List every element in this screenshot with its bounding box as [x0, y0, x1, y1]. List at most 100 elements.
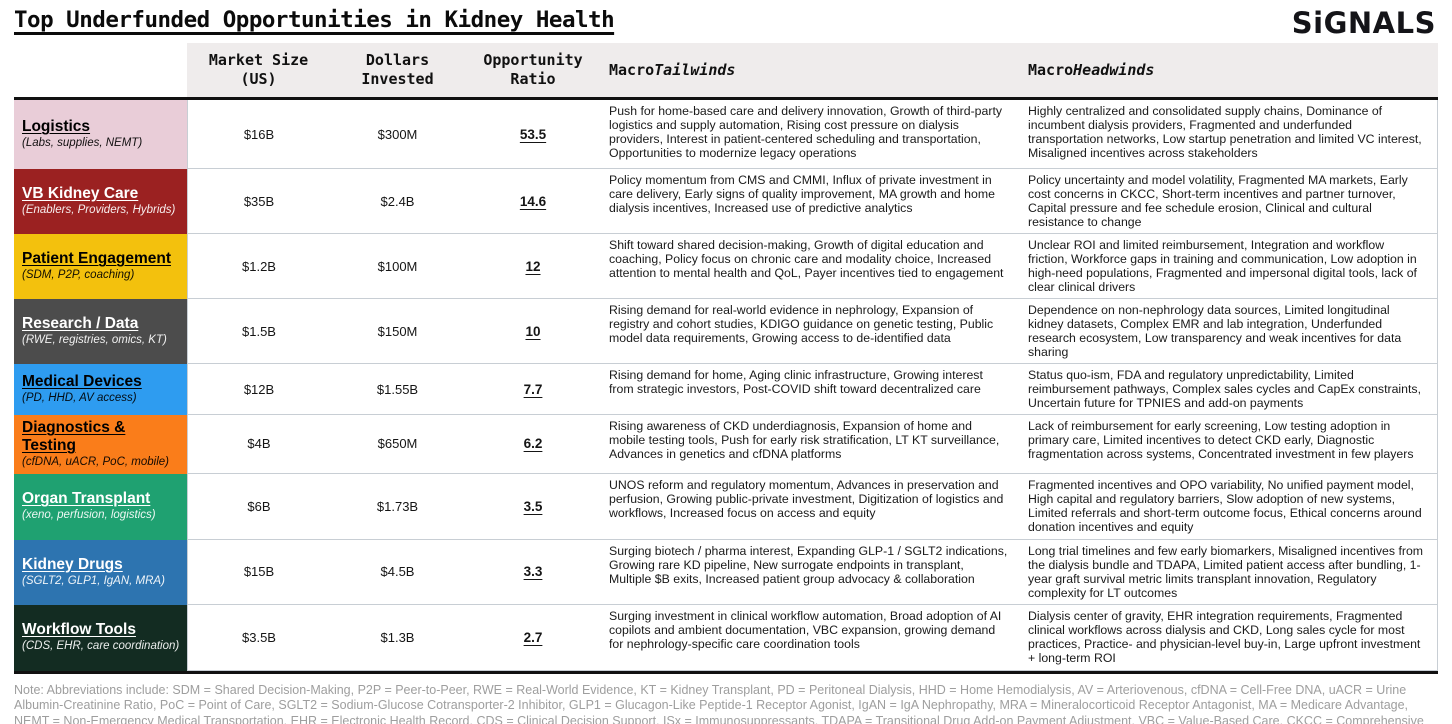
- headwinds-word: Headwinds: [1073, 60, 1155, 79]
- opportunity-ratio-value: 3.5: [523, 498, 543, 514]
- row-category-title: VB Kidney Care: [22, 185, 139, 203]
- tailwinds-cell: Rising demand for real-world evidence in…: [601, 299, 1020, 365]
- header-macro-tailwinds: Macro Tailwinds: [601, 43, 1020, 97]
- header-empty-cell: [14, 43, 187, 97]
- market-size-cell: $12B: [187, 364, 330, 416]
- opportunity-ratio-cell: 6.2: [465, 415, 601, 474]
- row-category-title: Medical Devices: [22, 373, 142, 391]
- opportunity-ratio-value: 10: [525, 323, 541, 339]
- row-category-subtitle: (PD, HHD, AV access): [22, 392, 137, 405]
- dollars-invested-cell: $1.55B: [330, 364, 465, 416]
- row-category-cell: Research / Data (RWE, registries, omics,…: [14, 299, 187, 365]
- opportunity-ratio-value: 2.7: [523, 629, 543, 645]
- tailwinds-cell: UNOS reform and regulatory momentum, Adv…: [601, 474, 1020, 540]
- headwinds-cell: Status quo-ism, FDA and regulatory unpre…: [1020, 364, 1438, 416]
- table-row: Workflow Tools (CDS, EHR, care coordinat…: [14, 604, 1438, 671]
- header-dollars-invested: Dollars Invested: [330, 43, 465, 97]
- headwinds-cell: Fragmented incentives and OPO variabilit…: [1020, 473, 1438, 540]
- market-size-cell: $3.5B: [187, 604, 330, 671]
- opportunity-ratio-cell: 3.3: [465, 540, 601, 605]
- opportunity-ratio-cell: 10: [465, 299, 601, 365]
- tailwinds-cell: Rising awareness of CKD underdiagnosis, …: [601, 415, 1020, 474]
- table-row: Medical Devices (PD, HHD, AV access) $12…: [14, 364, 1438, 416]
- tailwinds-cell: Shift toward shared decision-making, Gro…: [601, 234, 1020, 300]
- market-size-cell: $1.2B: [187, 234, 330, 300]
- title-bar: Top Underfunded Opportunities in Kidney …: [0, 0, 1452, 41]
- row-category-subtitle: (cfDNA, uACR, PoC, mobile): [22, 455, 169, 468]
- tailwinds-cell: Surging investment in clinical workflow …: [601, 605, 1020, 671]
- table-row: Kidney Drugs (SGLT2, GLP1, IgAN, MRA) $1…: [14, 539, 1438, 605]
- header-opportunity-ratio: Opportunity Ratio: [465, 43, 601, 97]
- dollars-invested-cell: $1.73B: [330, 474, 465, 540]
- macro-prefix: Macro: [609, 60, 655, 79]
- row-category-subtitle: (CDS, EHR, care coordination): [22, 640, 180, 653]
- table-header-row: Market Size (US) Dollars Invested Opport…: [14, 43, 1438, 100]
- opportunities-table: Market Size (US) Dollars Invested Opport…: [14, 43, 1438, 674]
- row-category-title: Kidney Drugs: [22, 555, 123, 573]
- market-size-cell: $35B: [187, 169, 330, 235]
- headwinds-cell: Dependence on non-nephrology data source…: [1020, 299, 1438, 365]
- macro-prefix: Macro: [1028, 60, 1074, 79]
- opportunity-ratio-cell: 3.5: [465, 474, 601, 540]
- tailwinds-word: Tailwinds: [654, 60, 736, 79]
- row-category-cell: Patient Engagement (SDM, P2P, coaching): [14, 234, 187, 300]
- opportunity-ratio-value: 14.6: [519, 193, 547, 209]
- dollars-invested-cell: $4.5B: [330, 540, 465, 605]
- row-category-subtitle: (xeno, perfusion, logistics): [22, 509, 156, 522]
- opportunity-ratio-value: 12: [525, 258, 541, 274]
- headwinds-cell: Dialysis center of gravity, EHR integrat…: [1020, 604, 1438, 671]
- table-row: Logistics (Labs, supplies, NEMT) $16B $3…: [14, 100, 1438, 169]
- market-size-cell: $16B: [187, 100, 330, 169]
- row-category-cell: VB Kidney Care (Enablers, Providers, Hyb…: [14, 169, 187, 235]
- tailwinds-cell: Push for home-based care and delivery in…: [601, 100, 1020, 169]
- row-category-cell: Diagnostics & Testing (cfDNA, uACR, PoC,…: [14, 415, 187, 474]
- headwinds-cell: Unclear ROI and limited reimbursement, I…: [1020, 234, 1438, 300]
- opportunity-ratio-cell: 12: [465, 234, 601, 300]
- dollars-invested-cell: $100M: [330, 234, 465, 300]
- dollars-invested-cell: $650M: [330, 415, 465, 474]
- market-size-cell: $15B: [187, 539, 330, 605]
- headwinds-cell: Lack of reimbursement for early screenin…: [1020, 415, 1438, 474]
- footnote: Note: Abbreviations include: SDM = Share…: [14, 682, 1424, 724]
- table-row: Diagnostics & Testing (cfDNA, uACR, PoC,…: [14, 415, 1438, 474]
- row-category-cell: Organ Transplant (xeno, perfusion, logis…: [14, 473, 187, 540]
- row-category-cell: Medical Devices (PD, HHD, AV access): [14, 364, 187, 416]
- market-size-cell: $4B: [187, 415, 330, 474]
- opportunity-ratio-cell: 53.5: [465, 100, 601, 169]
- headwinds-cell: Long trial timelines and few early bioma…: [1020, 539, 1438, 605]
- page-title: Top Underfunded Opportunities in Kidney …: [14, 7, 615, 33]
- opportunity-ratio-value: 7.7: [523, 381, 543, 397]
- row-category-subtitle: (RWE, registries, omics, KT): [22, 334, 167, 347]
- market-size-cell: $6B: [187, 473, 330, 540]
- table-body: Logistics (Labs, supplies, NEMT) $16B $3…: [14, 100, 1438, 671]
- row-category-title: Diagnostics & Testing: [22, 419, 126, 455]
- opportunity-ratio-cell: 14.6: [465, 169, 601, 235]
- row-category-subtitle: (Labs, supplies, NEMT): [22, 137, 143, 149]
- row-category-title: Organ Transplant: [22, 490, 151, 508]
- row-category-cell: Workflow Tools (CDS, EHR, care coordinat…: [14, 604, 187, 671]
- row-category-title: Logistics: [22, 118, 91, 136]
- row-category-title: Research / Data: [22, 315, 139, 333]
- dollars-invested-cell: $300M: [330, 100, 465, 169]
- dollars-invested-cell: $2.4B: [330, 169, 465, 235]
- row-category-subtitle: (SGLT2, GLP1, IgAN, MRA): [22, 574, 165, 587]
- opportunity-ratio-value: 3.3: [523, 564, 543, 580]
- row-category-subtitle: (Enablers, Providers, Hybrids): [22, 204, 176, 217]
- headwinds-cell: Highly centralized and consolidated supp…: [1020, 100, 1438, 169]
- table-row: VB Kidney Care (Enablers, Providers, Hyb…: [14, 169, 1438, 235]
- row-category-cell: Logistics (Labs, supplies, NEMT): [14, 100, 187, 169]
- dollars-invested-cell: $150M: [330, 299, 465, 365]
- row-category-subtitle: (SDM, P2P, coaching): [22, 269, 135, 282]
- opportunity-ratio-value: 6.2: [523, 436, 543, 452]
- signals-logo: SiGNALS: [1291, 5, 1436, 41]
- opportunity-ratio-cell: 2.7: [465, 605, 601, 671]
- table-row: Organ Transplant (xeno, perfusion, logis…: [14, 473, 1438, 540]
- tailwinds-cell: Rising demand for home, Aging clinic inf…: [601, 364, 1020, 416]
- market-size-cell: $1.5B: [187, 299, 330, 365]
- table-row: Research / Data (RWE, registries, omics,…: [14, 299, 1438, 365]
- row-category-cell: Kidney Drugs (SGLT2, GLP1, IgAN, MRA): [14, 539, 187, 605]
- row-category-title: Patient Engagement: [22, 250, 171, 268]
- header-market-size: Market Size (US): [187, 43, 330, 97]
- tailwinds-cell: Surging biotech / pharma interest, Expan…: [601, 540, 1020, 605]
